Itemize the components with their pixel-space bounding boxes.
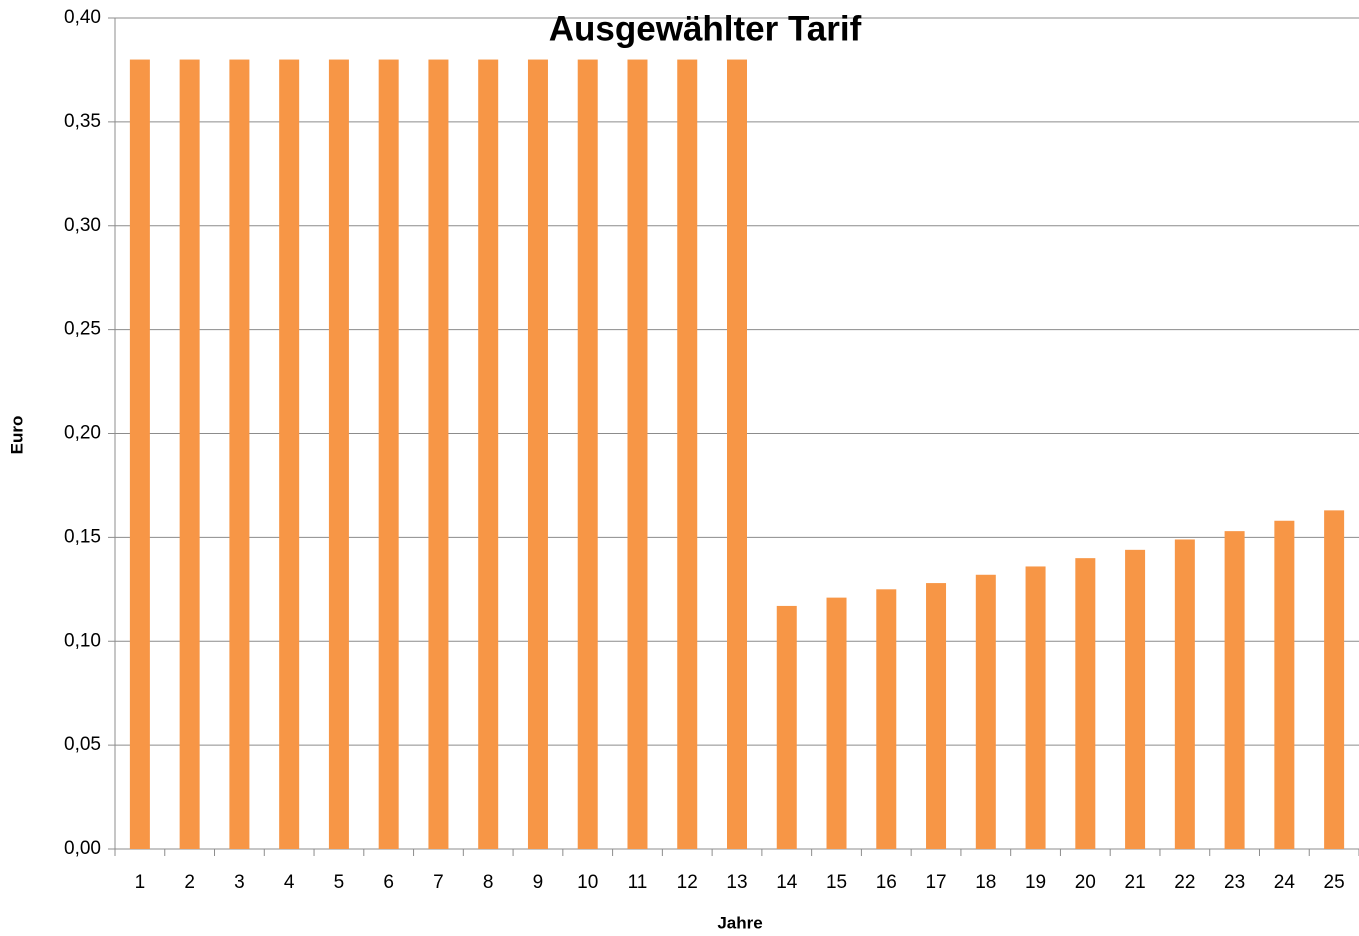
bar bbox=[926, 583, 947, 849]
bar bbox=[129, 59, 150, 850]
bar bbox=[378, 59, 399, 850]
bar bbox=[328, 59, 349, 850]
y-tick-label: 0,10 bbox=[64, 630, 101, 651]
bar bbox=[577, 59, 598, 850]
x-tick-label: 9 bbox=[533, 872, 544, 893]
x-tick-label: 13 bbox=[726, 872, 747, 893]
x-tick-label: 3 bbox=[234, 872, 245, 893]
x-tick-label: 15 bbox=[826, 872, 847, 893]
bar bbox=[776, 605, 797, 849]
bar bbox=[826, 597, 847, 849]
x-tick-label: 2 bbox=[184, 872, 195, 893]
x-tick-label: 11 bbox=[628, 872, 648, 893]
y-tick-label: 0,15 bbox=[64, 526, 101, 547]
bar bbox=[478, 59, 499, 850]
bar bbox=[179, 59, 200, 850]
x-tick-label: 18 bbox=[975, 872, 996, 893]
x-tick-label: 24 bbox=[1274, 872, 1296, 893]
bar bbox=[876, 589, 897, 849]
bar bbox=[1075, 558, 1096, 849]
x-tick-label: 17 bbox=[925, 872, 946, 893]
bar bbox=[428, 59, 449, 850]
bar bbox=[1224, 531, 1245, 849]
bar bbox=[279, 59, 300, 850]
y-tick-label: 0,20 bbox=[64, 423, 101, 444]
bar bbox=[1125, 549, 1146, 849]
bar bbox=[1274, 520, 1295, 849]
plot-marks bbox=[129, 59, 1345, 850]
y-tick-label: 0,00 bbox=[64, 838, 101, 859]
bar bbox=[527, 59, 548, 850]
bar bbox=[677, 59, 698, 850]
bar bbox=[229, 59, 250, 850]
x-tick-label: 7 bbox=[433, 872, 444, 893]
bar bbox=[627, 59, 648, 850]
x-tick-label: 14 bbox=[776, 872, 798, 893]
x-tick-label: 5 bbox=[334, 872, 345, 893]
bar bbox=[727, 59, 747, 850]
bar bbox=[1174, 539, 1195, 849]
y-tick-label: 0,40 bbox=[64, 7, 101, 28]
x-tick-label: 10 bbox=[577, 872, 598, 893]
y-axis-label: Euro bbox=[7, 416, 26, 455]
x-tick-label: 1 bbox=[135, 872, 146, 893]
x-tick-label: 22 bbox=[1174, 872, 1195, 893]
x-tick-label: 21 bbox=[1125, 872, 1146, 893]
y-tick-label: 0,35 bbox=[64, 111, 101, 132]
x-tick-label: 4 bbox=[284, 872, 295, 893]
bar bbox=[1025, 566, 1046, 849]
x-tick-label: 25 bbox=[1324, 872, 1345, 893]
bar bbox=[1324, 510, 1345, 849]
x-tick-label: 12 bbox=[677, 872, 698, 893]
x-tick-label: 20 bbox=[1075, 872, 1096, 893]
y-tick-label: 0,05 bbox=[64, 734, 101, 755]
x-tick-label: 8 bbox=[483, 872, 494, 893]
bar bbox=[975, 574, 996, 849]
x-tick-label: 19 bbox=[1025, 872, 1046, 893]
x-tick-label: 16 bbox=[876, 872, 897, 893]
chart-title: Ausgewählter Tarif bbox=[549, 9, 862, 48]
y-tick-label: 0,25 bbox=[64, 319, 101, 340]
x-tick-label: 23 bbox=[1224, 872, 1245, 893]
x-axis-label: Jahre bbox=[717, 913, 762, 932]
plot-back: 0,000,050,100,150,200,250,300,350,401 2 3 4… bbox=[64, 7, 1359, 893]
y-tick-label: 0,30 bbox=[64, 215, 101, 236]
x-tick-label: 6 bbox=[383, 872, 394, 893]
